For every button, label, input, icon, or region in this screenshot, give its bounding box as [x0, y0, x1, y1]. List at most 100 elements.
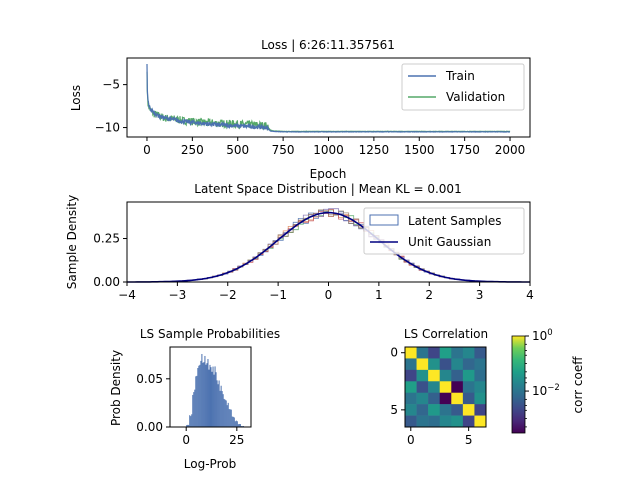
- latent-ytick-label: 0.25: [93, 232, 120, 246]
- latent-xtick-label: −2: [219, 288, 237, 302]
- prob-bar: [210, 367, 212, 427]
- latent-xtick-label: 4: [526, 288, 534, 302]
- corr-cell: [416, 381, 429, 394]
- legend-validation-label: Validation: [446, 90, 505, 104]
- corr-ytick-label: 0: [390, 346, 398, 360]
- corr-cell: [462, 381, 475, 394]
- latent-title: Latent Space Distribution | Mean KL = 0.…: [194, 182, 461, 196]
- loss-legend: Train Validation: [401, 63, 525, 111]
- legend-latent-samples-swatch: [369, 214, 399, 226]
- loss-xtick-label: 0: [143, 143, 151, 157]
- prob-bar: [198, 365, 200, 427]
- prob-bar: [237, 424, 239, 427]
- prob-bar: [213, 374, 215, 427]
- prob-title: LS Sample Probabilities: [140, 327, 280, 341]
- prob-bar: [194, 389, 196, 427]
- prob-bar: [201, 354, 203, 427]
- corr-ticks: 0 5 0 5: [390, 346, 472, 447]
- prob-ytick-label: 0.00: [136, 420, 163, 434]
- prob-bar: [212, 366, 214, 427]
- corr-cell: [428, 358, 441, 371]
- loss-series-train: [146, 63, 511, 133]
- prob-bar: [192, 394, 194, 427]
- prob-xtick-label: 0: [182, 433, 190, 447]
- corr-ytick-label: 5: [390, 403, 398, 417]
- prob-bar: [224, 399, 226, 427]
- corr-cell: [428, 347, 441, 359]
- prob-bar: [186, 425, 188, 427]
- loss-chart: Loss | 6:26:11.357561 0 250 500 750 1000 1250…: [69, 38, 531, 181]
- loss-xtick-label: 750: [272, 143, 295, 157]
- prob-bar: [229, 409, 231, 427]
- prob-bar: [230, 409, 232, 427]
- prob-bar: [200, 360, 202, 427]
- prob-bar: [215, 372, 217, 427]
- corr-cell: [439, 347, 452, 359]
- corr-cell: [451, 347, 464, 359]
- prob-bar: [197, 368, 199, 427]
- prob-bar: [207, 359, 209, 427]
- corr-cell: [405, 347, 417, 359]
- corr-cell: [451, 358, 464, 371]
- prob-bar: [239, 424, 241, 427]
- prob-bar: [233, 417, 235, 427]
- prob-bar: [214, 366, 216, 427]
- prob-bar: [187, 424, 189, 427]
- corr-cell: [474, 415, 487, 428]
- colorbar-tick-base: 10: [532, 329, 547, 343]
- corr-cell: [416, 404, 429, 416]
- prob-bar: [211, 371, 213, 427]
- prob-ytick-label: 0.05: [136, 372, 163, 386]
- corr-cell: [439, 404, 452, 416]
- prob-bar: [220, 385, 222, 427]
- prob-ylabel: Prob Density: [109, 350, 123, 426]
- latent-xtick-label: 1: [375, 288, 383, 302]
- loss-ticks: 0 250 500 750 1000 1250 1500 1750 2000 −10 −5: [95, 78, 526, 157]
- corr-cell: [462, 369, 475, 382]
- prob-bar: [196, 375, 198, 427]
- corr-cell: [451, 369, 464, 382]
- corr-cell: [405, 415, 417, 428]
- corr-cell: [405, 369, 417, 382]
- corr-cell: [405, 392, 417, 405]
- prob-bar: [188, 424, 190, 427]
- loss-xtick-label: 2000: [495, 143, 526, 157]
- prob-bar: [190, 416, 192, 427]
- colorbar-tick-base: 10: [532, 384, 547, 398]
- prob-bar: [209, 364, 211, 427]
- corr-cell: [405, 381, 417, 394]
- corr-cell: [405, 358, 417, 371]
- loss-xtick-label: 1250: [359, 143, 390, 157]
- loss-xlabel: Epoch: [310, 167, 347, 181]
- prob-bar: [195, 376, 197, 427]
- loss-xtick-label: 1750: [449, 143, 480, 157]
- corr-cell: [474, 369, 487, 382]
- corr-cell: [474, 404, 487, 416]
- loss-xtick-label: 1500: [404, 143, 435, 157]
- latent-plot-area: [127, 208, 530, 283]
- corr-cell: [439, 358, 452, 371]
- corr-cell: [428, 369, 441, 382]
- corr-cell: [462, 392, 475, 405]
- prob-bar: [232, 416, 234, 427]
- corr-cell: [416, 415, 429, 428]
- corr-cell: [416, 369, 429, 382]
- prob-bar: [222, 394, 224, 427]
- loss-ytick-label: −10: [95, 121, 120, 135]
- legend-unit-gaussian-label: Unit Gaussian: [408, 235, 491, 249]
- prob-chart: LS Sample Probabilities 0 25 0.00 0.05 Log-…: [109, 327, 280, 471]
- prob-bar: [208, 369, 210, 427]
- prob-bar: [231, 416, 233, 427]
- corr-cell: [439, 392, 452, 405]
- prob-axes-frame: [169, 346, 252, 428]
- corr-cell: [474, 358, 487, 371]
- corr-cell: [405, 404, 417, 416]
- corr-cell: [439, 415, 452, 428]
- prob-bar: [235, 420, 237, 427]
- corr-cell: [416, 347, 429, 359]
- corr-cell: [474, 347, 487, 359]
- corr-cell: [428, 415, 441, 428]
- corr-cell: [451, 392, 464, 405]
- loss-ytick-label: −5: [102, 78, 120, 92]
